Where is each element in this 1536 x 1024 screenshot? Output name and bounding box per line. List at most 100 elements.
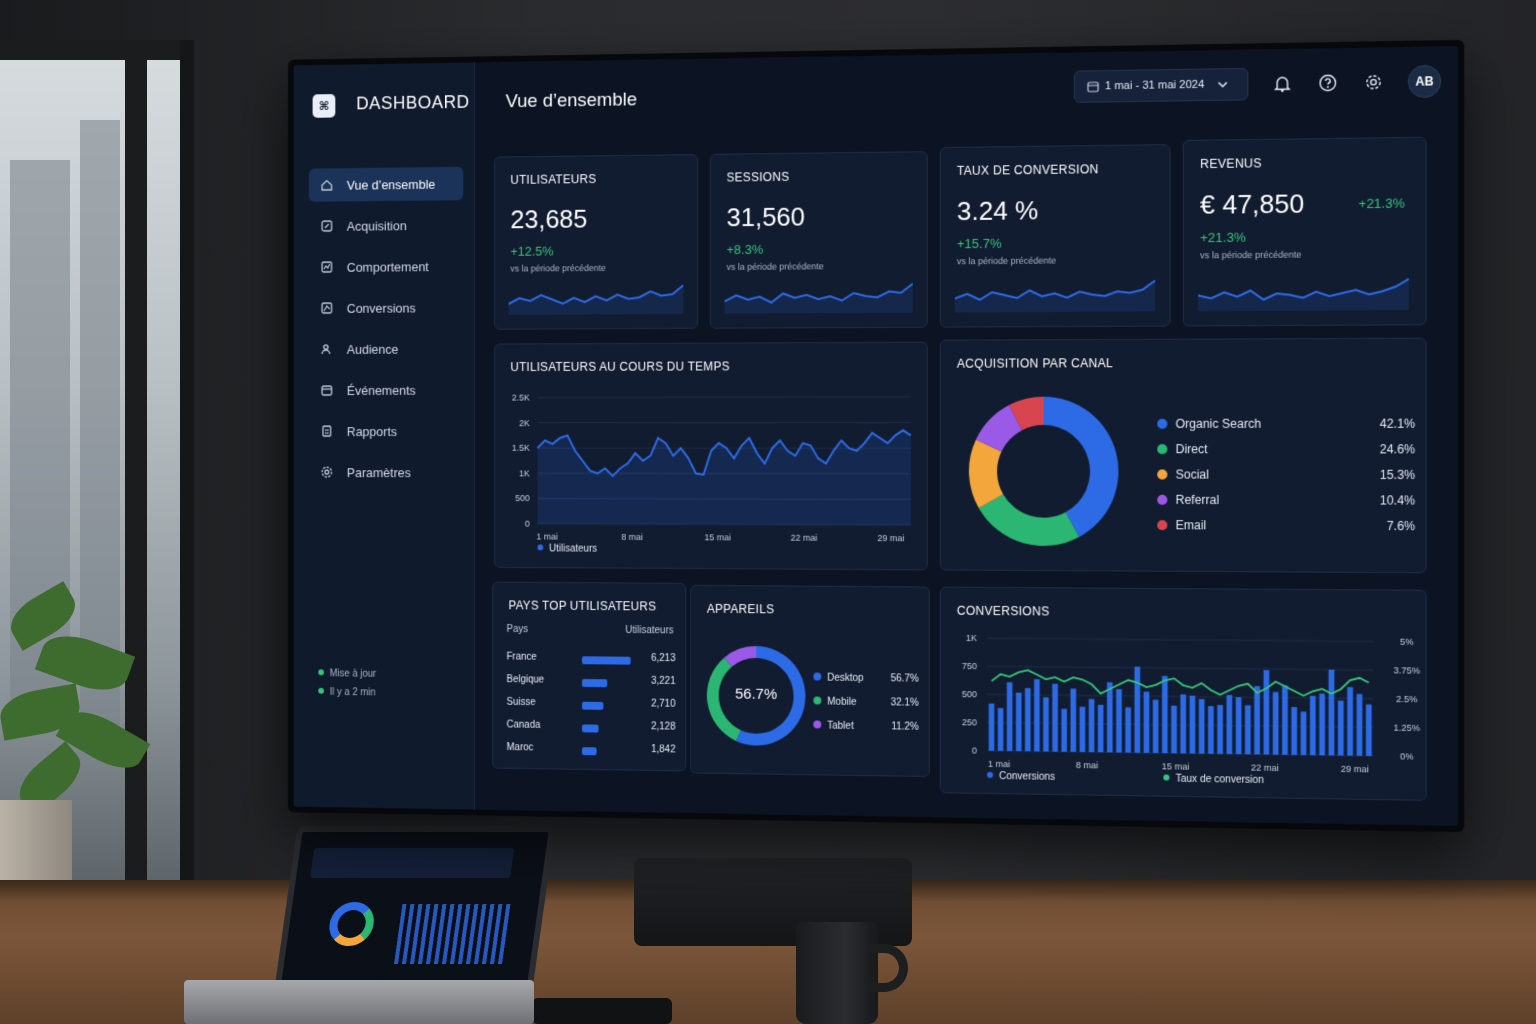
slice-organic-search xyxy=(1043,396,1119,538)
legend-label: Social xyxy=(1175,467,1210,482)
bell-icon[interactable] xyxy=(1271,72,1294,95)
y-tick-label: 2K xyxy=(519,418,530,428)
office-window xyxy=(0,40,190,900)
country-value: 2,128 xyxy=(651,721,676,733)
legend-item: Direct 24.6% xyxy=(1157,442,1415,456)
acquisition-card: ACQUISITION PAR CANAL Organic Search 42.1… xyxy=(939,337,1427,574)
sidebar-item-label: Vue d’ensemble xyxy=(346,176,436,193)
gridline xyxy=(537,397,910,398)
conversion-bar xyxy=(1125,707,1131,753)
x-tick-label: 22 mai xyxy=(791,533,818,543)
conversion-bar xyxy=(1052,683,1058,752)
conversion-rate-line xyxy=(992,670,1369,697)
sidebar-item-3[interactable]: Comportement xyxy=(309,249,463,283)
legend-item: Tablet 11.2% xyxy=(813,720,919,733)
legend-value: 15.3% xyxy=(1379,467,1416,483)
sidebar-item-label: Comportement xyxy=(346,258,429,275)
sidebar-item-4[interactable]: Conversions xyxy=(309,291,463,325)
conversion-bar xyxy=(1347,687,1354,756)
sparkline-revenue xyxy=(1198,275,1409,312)
topbar: 1 mai - 31 mai 2024 AB xyxy=(1073,64,1442,103)
sidebar-item-2[interactable]: Acquisition xyxy=(309,208,463,243)
legend-swatch xyxy=(813,720,822,729)
kpi-comparison: vs la période précédente xyxy=(956,255,1057,267)
x-tick-label: 1 mai xyxy=(988,759,1010,770)
kpi-title: REVENUS xyxy=(1200,156,1262,172)
conversion-bar xyxy=(1263,670,1270,755)
sidebar-item-label: Audience xyxy=(346,341,399,357)
sparkline-area xyxy=(508,285,684,315)
legend-swatch xyxy=(813,672,822,681)
y-tick-label: 0 xyxy=(525,519,530,529)
conversion-bar xyxy=(1088,698,1095,753)
country-bar xyxy=(582,678,608,688)
gridline xyxy=(987,638,1373,641)
sidebar-item-5[interactable]: Audience xyxy=(309,332,463,366)
conversion-bar xyxy=(1189,695,1196,754)
main-content: Vue d’ensemble 1 mai - 31 mai 2024 xyxy=(475,46,1458,826)
conversion-bar xyxy=(1300,711,1307,756)
gear-icon[interactable] xyxy=(1362,71,1385,94)
kpi-card-sessions: SESSIONS 31,560 +8.3% vs la période préc… xyxy=(709,151,928,329)
conversion-bar xyxy=(1171,705,1177,754)
building xyxy=(80,120,120,740)
sidebar-item-8[interactable]: Paramètres xyxy=(309,456,463,490)
reports-icon xyxy=(320,424,333,438)
help-icon[interactable] xyxy=(1316,72,1339,95)
country-bar xyxy=(582,656,631,665)
dashboard-screen: ⌘ DASHBOARD Vue d’ensemble Acquisition Com… xyxy=(293,46,1459,826)
chart-title: APPAREILS xyxy=(706,601,775,617)
conversion-bar xyxy=(988,703,995,751)
country-bar xyxy=(582,747,597,756)
kpi-delta: +8.3% xyxy=(726,241,764,258)
conversion-bar xyxy=(1106,682,1113,753)
legend-item: Referral 10.4% xyxy=(1157,493,1415,508)
y-tick-label: 500 xyxy=(515,493,530,503)
y-tick-left: 500 xyxy=(962,689,977,699)
sidebar-item-6[interactable]: Événements xyxy=(309,373,463,407)
conversion-bar xyxy=(1097,704,1104,753)
legend-value: 56.7% xyxy=(890,673,919,685)
laptop-keyboard xyxy=(184,980,534,1024)
legend-value: 11.2% xyxy=(891,721,919,733)
conversion-bar xyxy=(1356,693,1363,756)
conversion-bar xyxy=(1116,689,1122,753)
avatar[interactable]: AB xyxy=(1407,64,1442,99)
sparkline-sessions xyxy=(724,279,913,314)
country-name: Belgique xyxy=(506,674,545,686)
acquisition-legend: Organic Search 42.1% Direct 24.6% Social 15.3… xyxy=(941,339,1426,533)
y-tick-left: 1K xyxy=(966,633,977,643)
y-tick-right: 3.75% xyxy=(1394,665,1421,676)
legend-conversions: Conversions xyxy=(987,771,1055,783)
legend-label: Utilisateurs xyxy=(549,543,598,555)
conversion-bar xyxy=(1034,679,1040,752)
sidebar-item-1[interactable]: Vue d’ensemble xyxy=(308,166,464,202)
x-tick-label: 1 mai xyxy=(536,531,557,541)
slice-social xyxy=(968,439,1004,509)
y-tick-label: 1K xyxy=(519,468,530,478)
country-value: 1,842 xyxy=(651,744,676,756)
kpi-value: € 47,850 xyxy=(1200,188,1305,220)
country-name: France xyxy=(506,651,537,663)
top-countries-card: PAYS TOP UTILISATEURS Pays Utilisateurs … xyxy=(492,581,687,772)
legend-label: Direct xyxy=(1175,442,1208,457)
kpi-title: UTILISATEURS xyxy=(510,172,597,187)
country-value: 2,710 xyxy=(651,698,676,710)
sparkline-users xyxy=(508,280,684,315)
kpi-value: 3.24 % xyxy=(956,195,1039,227)
acquisition-icon xyxy=(320,219,333,233)
conversion-bar xyxy=(1161,675,1168,754)
y-tick-left: 0 xyxy=(972,745,977,755)
conversion-bar xyxy=(1226,694,1233,755)
country-name: Maroc xyxy=(506,742,534,754)
brand-name: DASHBOARD xyxy=(356,91,470,114)
country-name: Canada xyxy=(506,719,541,731)
y-tick-label: 1.5K xyxy=(512,443,530,453)
x-tick-label: 29 mai xyxy=(877,533,904,543)
legend-label: Taux de conversion xyxy=(1175,773,1264,787)
date-range-picker[interactable]: 1 mai - 31 mai 2024 xyxy=(1073,67,1249,103)
conversion-bar xyxy=(1006,682,1013,752)
sidebar-item-7[interactable]: Rapports xyxy=(309,414,463,447)
conversion-bar xyxy=(1024,688,1031,752)
mug-handle xyxy=(868,944,908,992)
